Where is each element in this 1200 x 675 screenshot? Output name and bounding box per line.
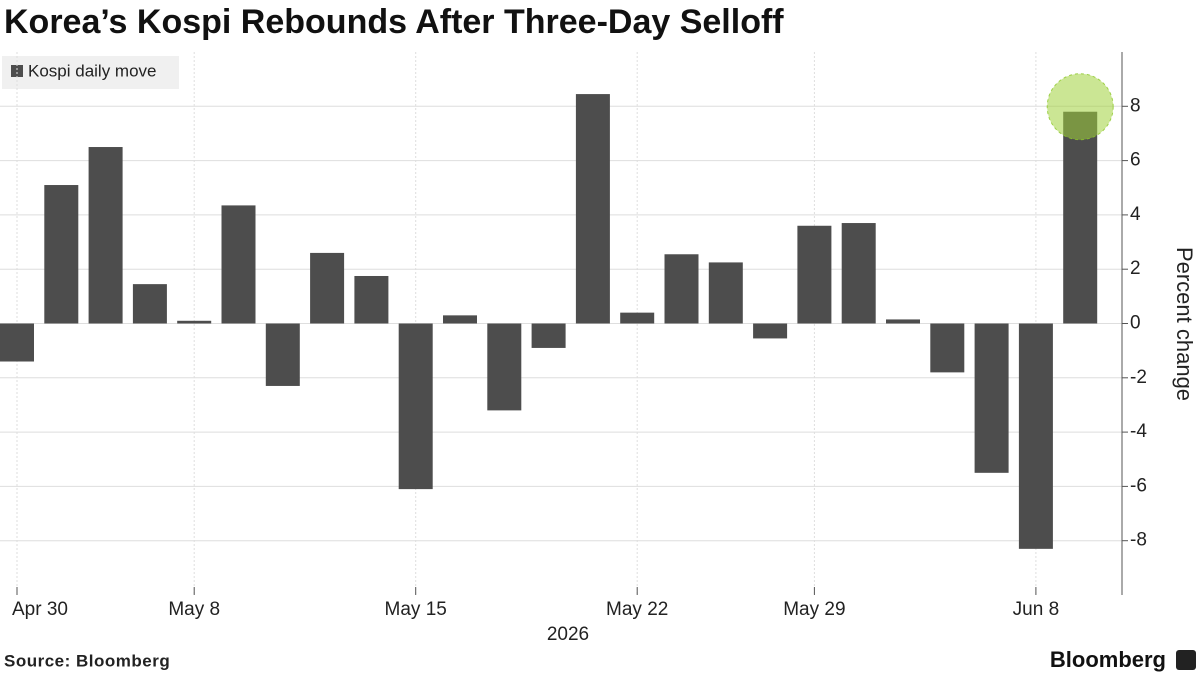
bar (664, 254, 699, 324)
highlight (1046, 73, 1114, 141)
y-tick-label: 6 (1130, 150, 1141, 171)
legend-label: Kospi daily move (28, 61, 157, 80)
bar (132, 284, 167, 324)
bar (443, 315, 477, 324)
bar (354, 275, 389, 324)
source: Source: Bloomberg (4, 651, 170, 670)
x-tick-label: May 8 (168, 599, 220, 620)
bar (575, 94, 610, 324)
y-tick-label: 0 (1130, 313, 1141, 334)
y-tick-label: 4 (1130, 204, 1141, 225)
bar (88, 147, 123, 324)
bar (753, 323, 788, 339)
x-tick-label: May 29 (783, 599, 845, 620)
x-tick-label: Apr 30 (12, 599, 68, 620)
y-tick-label: -8 (1130, 530, 1147, 551)
y-tick-label: -2 (1130, 367, 1147, 388)
bar (1063, 111, 1098, 324)
brand: Bloomberg (1050, 647, 1166, 672)
bar (531, 323, 566, 348)
y-tick-label: -4 (1130, 421, 1147, 442)
legend-swatch (11, 65, 23, 77)
y-tick-label: 8 (1130, 95, 1141, 116)
bar (974, 323, 1009, 473)
y-tick-label: 2 (1130, 258, 1141, 279)
x-tick-label: May 15 (385, 599, 447, 620)
bar (265, 323, 300, 386)
bar (487, 323, 522, 411)
chart-title: Korea’s Kospi Rebounds After Three-Day S… (4, 3, 784, 41)
x-tick-label: May 22 (606, 599, 668, 620)
bar (44, 185, 79, 324)
bar (708, 262, 743, 324)
bar (177, 320, 212, 324)
bar (221, 205, 256, 324)
bar (0, 323, 34, 362)
bar (1018, 323, 1053, 549)
y-tick-label: -6 (1130, 475, 1147, 496)
x-tick-label: Jun 8 (1013, 599, 1059, 620)
bar (886, 319, 920, 324)
y-axis-label: Percent change (1172, 247, 1197, 401)
brand-icon (1176, 650, 1196, 670)
x-axis-label: 2026 (547, 624, 589, 645)
bar (398, 323, 433, 490)
bar (797, 225, 832, 324)
bar (620, 312, 655, 324)
legend-box (2, 56, 179, 89)
bar (310, 252, 345, 324)
bar (930, 323, 965, 373)
bar (841, 223, 876, 324)
